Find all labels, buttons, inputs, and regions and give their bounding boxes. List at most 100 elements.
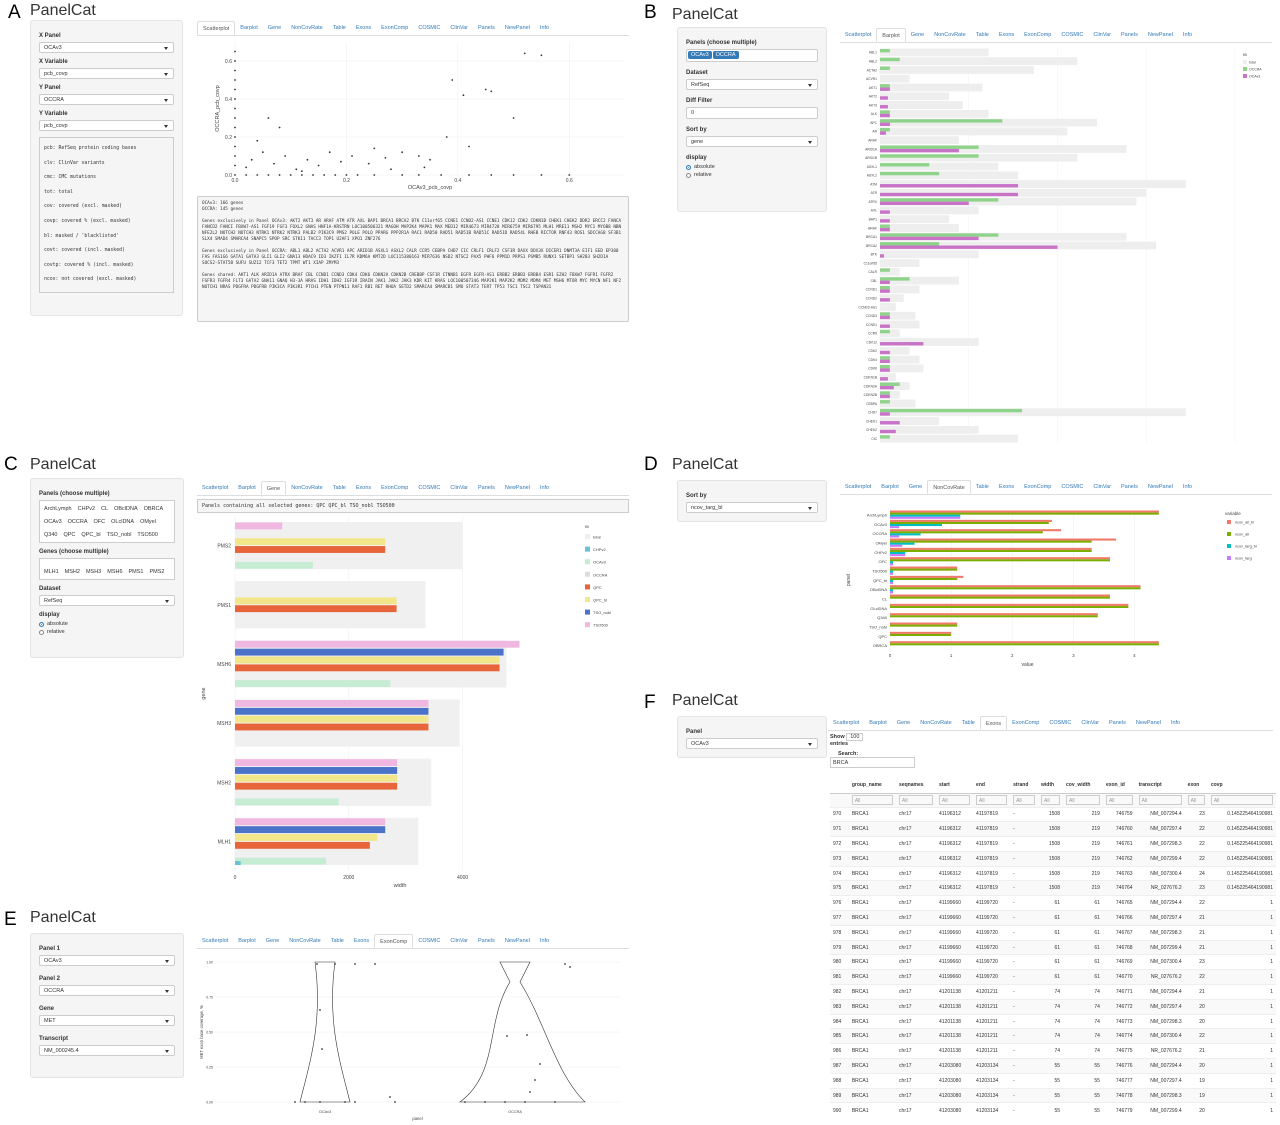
table-row[interactable]: 983 BRCA1 chr17 41201138 41201211-74 74 746772… — [830, 998, 1276, 1015]
table-row[interactable]: 977 BRCA1 chr17 41199660 41199720-61 61 746766… — [830, 910, 1276, 926]
column-filter-input[interactable]: All — [1105, 795, 1133, 805]
column-header[interactable]: cov_width — [1063, 777, 1103, 794]
column-filter-input[interactable]: All — [1187, 795, 1205, 805]
table-row[interactable]: 990 BRCA1 chr17 41203080 41203134-55 55 746779… — [830, 1102, 1276, 1118]
tab-barplot[interactable]: Barplot — [238, 938, 256, 944]
x-panel-select[interactable]: OCAv3 — [39, 42, 174, 53]
tab-info[interactable]: Info — [1182, 32, 1193, 38]
tab-exons[interactable]: Exons — [355, 25, 372, 31]
tab-exoncomp[interactable]: ExonComp — [1024, 32, 1052, 38]
radio-relative[interactable]: relative — [39, 629, 175, 635]
tab-noncovrate[interactable]: NonCovRate — [920, 720, 952, 726]
tab-clinvar[interactable]: ClinVar — [1081, 720, 1100, 726]
tab-gene[interactable]: Gene — [267, 25, 282, 31]
panel-chip[interactable]: CL — [99, 504, 111, 514]
tab-info[interactable]: Info — [539, 485, 550, 491]
table-row[interactable]: 971 BRCA1 chr17 41196312 41197819-1508 219 746… — [830, 821, 1276, 837]
tab-scatterplot[interactable]: Scatterplot — [845, 32, 872, 38]
panel-chip[interactable]: OCCRA — [65, 517, 90, 527]
tab-clinvar[interactable]: ClinVar — [450, 485, 469, 491]
tab-noncovrate[interactable]: NonCovRate — [289, 938, 321, 944]
tab-newpanel[interactable]: NewPanel — [504, 938, 530, 944]
tab-table[interactable]: Table — [961, 720, 975, 726]
tab-scatterplot[interactable]: Scatterplot — [202, 938, 229, 944]
column-filter-input[interactable]: All — [899, 795, 933, 805]
panel-chip[interactable]: TSO500 — [135, 530, 160, 540]
column-filter-input[interactable]: All — [1041, 795, 1060, 805]
panel-chip[interactable]: OFC — [91, 517, 108, 527]
table-row[interactable]: 988 BRCA1 chr17 41203080 41203134-55 55 746777… — [830, 1072, 1276, 1089]
tab-newpanel[interactable]: NewPanel — [1135, 720, 1161, 726]
tab-noncovrate[interactable]: NonCovRate — [927, 480, 971, 494]
tab-barplot[interactable]: Barplot — [238, 485, 256, 491]
dataset-select[interactable]: RefSeq — [39, 595, 175, 606]
tab-cosmic[interactable]: COSMIC — [418, 938, 441, 944]
column-header[interactable]: end — [973, 777, 1011, 794]
panels-input[interactable]: ArchLymph CHPv2 CL OBclDNA OBRCA OCAv3 OCCRA OF… — [39, 500, 175, 543]
column-header[interactable]: transcript — [1135, 777, 1185, 794]
gene-select[interactable]: MET — [39, 1015, 175, 1026]
tab-panels[interactable]: Panels — [478, 25, 495, 31]
tab-gene[interactable]: Gene — [265, 938, 280, 944]
tab-exons[interactable]: Exons — [355, 485, 372, 491]
table-row[interactable]: 978 BRCA1 chr17 41199660 41199720-61 61 746767… — [830, 924, 1276, 941]
column-header[interactable]: exon_id — [1102, 777, 1136, 794]
table-row[interactable]: 973 BRCA1 chr17 41196312 41197819-1508 219 746… — [830, 850, 1276, 867]
panel-tag[interactable]: OCAv3 — [688, 51, 712, 59]
tab-barplot[interactable]: Barplot — [876, 28, 906, 42]
column-filter-input[interactable]: All — [1210, 795, 1273, 805]
genes-input[interactable]: MLH1 MSH2 MSH3 MSH6 PMS1 PMS2 — [39, 558, 175, 580]
column-header[interactable] — [830, 777, 849, 794]
tab-panels[interactable]: Panels — [1121, 32, 1138, 38]
tab-info[interactable]: Info — [539, 938, 550, 944]
show-select[interactable]: 100 — [846, 733, 864, 741]
tab-exoncomp[interactable]: ExonComp — [374, 934, 414, 948]
tab-scatterplot[interactable]: Scatterplot — [197, 21, 236, 35]
tab-info[interactable]: Info — [539, 25, 550, 31]
panel-chip[interactable]: CHPv2 — [75, 504, 98, 514]
column-header[interactable]: start — [936, 777, 974, 794]
table-row[interactable]: 980 BRCA1 chr17 41199660 41199720-61 61 746769… — [830, 954, 1276, 970]
tab-clinvar[interactable]: ClinVar — [1093, 32, 1112, 38]
diff-filter-input[interactable]: 0 — [686, 107, 818, 119]
table-row[interactable]: 987 BRCA1 chr17 41203080 41203134-55 55 746776… — [830, 1058, 1276, 1074]
tab-barplot[interactable]: Barplot — [881, 484, 899, 490]
column-header[interactable]: strand — [1010, 777, 1038, 794]
panel-2-select[interactable]: OCCRA — [39, 985, 175, 996]
panels-input[interactable]: OCAv3 OCCRA — [686, 49, 818, 62]
panel-chip[interactable]: OLclDNA — [109, 517, 137, 527]
tab-clinvar[interactable]: ClinVar — [1093, 484, 1112, 490]
tab-table[interactable]: Table — [330, 938, 344, 944]
tab-exoncomp[interactable]: ExonComp — [1024, 484, 1052, 490]
tab-clinvar[interactable]: ClinVar — [450, 938, 469, 944]
radio-absolute[interactable]: absolute — [39, 621, 175, 627]
tab-exons[interactable]: Exons — [979, 716, 1008, 730]
x-variable-select[interactable]: pcb_covp — [39, 68, 174, 79]
column-filter-input[interactable]: All — [1066, 795, 1100, 805]
tab-cosmic[interactable]: COSMIC — [418, 485, 441, 491]
tab-barplot[interactable]: Barplot — [240, 25, 258, 31]
tab-panels[interactable]: Panels — [1109, 720, 1126, 726]
tab-exons[interactable]: Exons — [998, 484, 1015, 490]
transcript-select[interactable]: NM_000245.4 — [39, 1045, 175, 1056]
table-row[interactable]: 979 BRCA1 chr17 41199660 41199720-61 61 746768… — [830, 939, 1276, 955]
tab-cosmic[interactable]: COSMIC — [418, 25, 441, 31]
tab-newpanel[interactable]: NewPanel — [504, 25, 530, 31]
panel-chip[interactable]: OBclDNA — [112, 504, 140, 514]
sort-select[interactable]: ncov_targ_bl — [686, 502, 818, 513]
panel-chip[interactable]: Q340 — [42, 530, 60, 540]
tab-scatterplot[interactable]: Scatterplot — [202, 485, 229, 491]
tab-gene[interactable]: Gene — [910, 32, 925, 38]
sort-select[interactable]: gene — [686, 136, 818, 147]
tab-info[interactable]: Info — [1170, 720, 1181, 726]
tab-newpanel[interactable]: NewPanel — [504, 485, 530, 491]
tab-newpanel[interactable]: NewPanel — [1147, 32, 1173, 38]
tab-gene[interactable]: Gene — [896, 720, 911, 726]
tab-exons[interactable]: Exons — [353, 938, 370, 944]
table-row[interactable]: 989 BRCA1 chr17 41203080 41203134-55 55 746778… — [830, 1087, 1276, 1103]
table-row[interactable]: 985 BRCA1 chr17 41201138 41201211-74 74 746774… — [830, 1028, 1276, 1044]
tab-newpanel[interactable]: NewPanel — [1147, 484, 1173, 490]
tab-scatterplot[interactable]: Scatterplot — [845, 484, 872, 490]
column-filter-input[interactable]: All — [939, 795, 971, 805]
panel-select[interactable]: OCAv3 — [686, 738, 818, 749]
